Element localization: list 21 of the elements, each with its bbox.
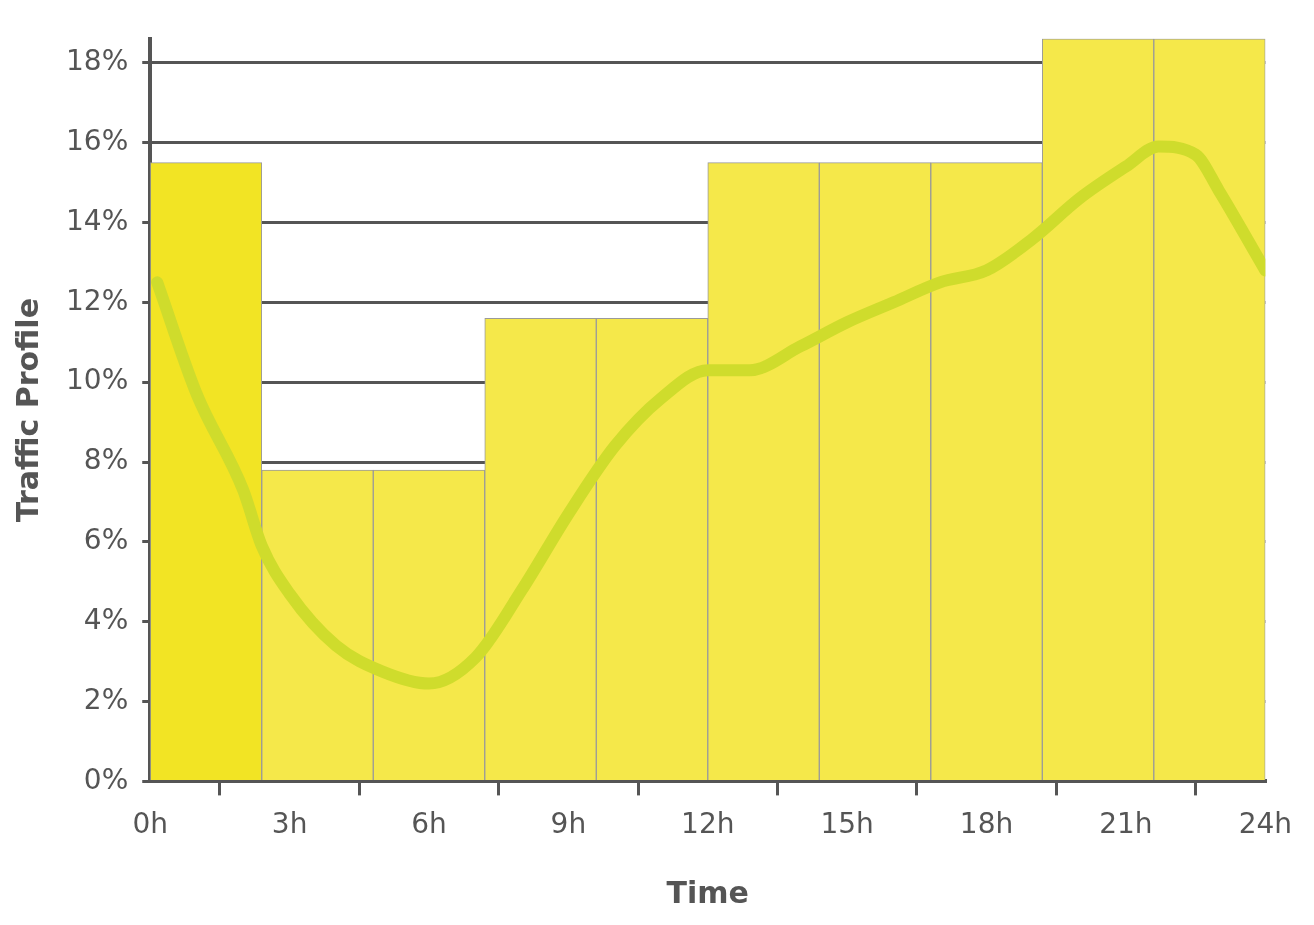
x-tick-label: 9h <box>550 807 587 841</box>
x-tick-label: 0h <box>132 807 169 841</box>
y-tick-label: 12% <box>66 283 129 317</box>
y-axis-title: Traffic Profile <box>9 298 45 523</box>
x-tick-label: 18h <box>959 807 1014 841</box>
y-tick-label: 0% <box>83 762 129 796</box>
x-tick-label: 15h <box>820 807 874 841</box>
y-tick-label: 16% <box>66 123 129 157</box>
x-tick-label: 21h <box>1099 807 1153 841</box>
x-axis-title: Time <box>666 874 749 910</box>
y-tick-label: 8% <box>83 443 129 477</box>
x-tick-label: 3h <box>271 807 308 841</box>
y-tick-label: 4% <box>83 602 129 636</box>
y-tick-label: 10% <box>66 363 129 397</box>
y-tick-label: 14% <box>66 203 129 237</box>
y-tick-label: 2% <box>83 682 129 716</box>
x-tick-label: 24h <box>1238 807 1292 841</box>
x-tick-label: 6h <box>411 807 447 841</box>
x-tick-label: 12h <box>681 807 735 841</box>
y-tick-label: 18% <box>66 44 129 78</box>
y-tick-label: 6% <box>83 523 129 557</box>
